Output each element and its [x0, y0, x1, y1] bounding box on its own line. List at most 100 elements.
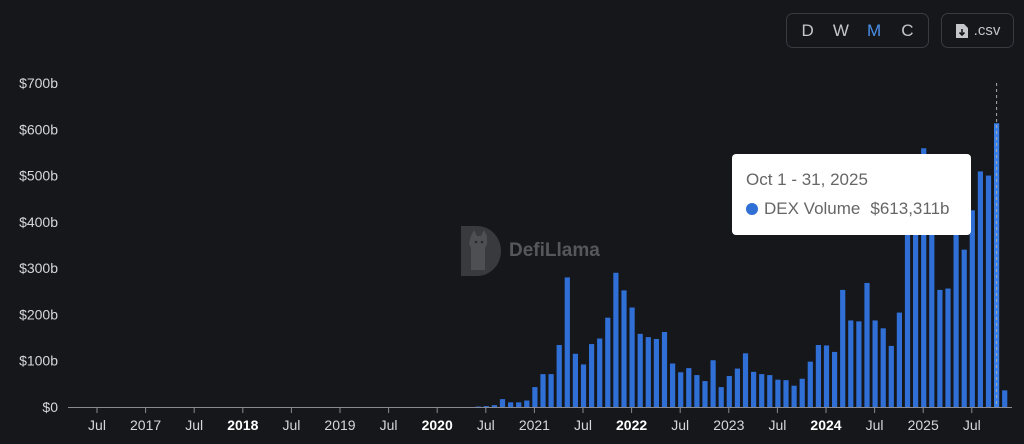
bar-2020-08[interactable]: [491, 405, 497, 407]
bar-2021-02[interactable]: [540, 374, 546, 407]
x-tick-label: 2025: [908, 417, 939, 433]
bar-2021-01[interactable]: [532, 387, 538, 407]
bar-2021-03[interactable]: [548, 374, 554, 407]
bar-2025-04[interactable]: [945, 288, 951, 407]
bar-2023-06[interactable]: [767, 375, 773, 407]
bar-2023-02[interactable]: [734, 368, 740, 407]
x-tick-label: Jul: [574, 417, 592, 433]
file-download-icon: [955, 23, 968, 38]
bar-2021-10[interactable]: [605, 317, 611, 407]
x-tick-label: 2023: [713, 417, 744, 433]
x-tick-label: Jul: [671, 417, 689, 433]
bar-2022-09[interactable]: [694, 375, 700, 407]
x-tick-label: Jul: [963, 417, 981, 433]
x-tick-label: Jul: [282, 417, 300, 433]
granularity-toggle: D W M C: [786, 13, 929, 48]
bar-2022-11[interactable]: [710, 360, 716, 407]
bar-2025-05[interactable]: [953, 226, 959, 407]
bar-2025-11[interactable]: [1002, 390, 1008, 407]
y-axis: $0 $100b $200b $300b $400b $500b $600b $700b: [19, 75, 58, 415]
bar-2025-09[interactable]: [985, 175, 992, 407]
bar-2023-09[interactable]: [791, 385, 797, 407]
bar-2025-08[interactable]: [977, 171, 983, 407]
bar-2022-10[interactable]: [702, 381, 708, 407]
bar-2025-03[interactable]: [937, 289, 943, 407]
bar-2020-06[interactable]: [475, 406, 481, 408]
y-tick-label: $500b: [19, 168, 58, 184]
bar-2024-12[interactable]: [913, 212, 919, 407]
bar-2020-09[interactable]: [499, 399, 506, 407]
x-tick-label: 2021: [519, 417, 550, 433]
x-tick-label: 2024: [810, 417, 841, 433]
bar-2021-08[interactable]: [589, 344, 595, 407]
x-tick-label: Jul: [380, 417, 398, 433]
bar-2024-11[interactable]: [904, 231, 911, 407]
bar-2020-12[interactable]: [524, 400, 530, 407]
bar-2024-03[interactable]: [840, 289, 846, 407]
bar-2021-04[interactable]: [556, 344, 562, 407]
bar-2022-08[interactable]: [686, 368, 692, 407]
bar-2021-05[interactable]: [564, 277, 570, 407]
bar-2024-08[interactable]: [880, 328, 886, 407]
x-tick-label: Jul: [768, 417, 786, 433]
granularity-daily-button[interactable]: D: [801, 20, 814, 40]
bar-2023-01[interactable]: [726, 375, 732, 407]
bar-2023-05[interactable]: [759, 374, 765, 407]
bar-2024-04[interactable]: [848, 320, 854, 407]
granularity-weekly-button[interactable]: W: [832, 20, 849, 40]
y-tick-label: $100b: [19, 353, 58, 369]
defillama-logo-icon: [461, 226, 501, 276]
y-tick-label: $700b: [19, 75, 58, 91]
series-color-dot: [746, 203, 758, 215]
bar-2023-12[interactable]: [815, 344, 821, 407]
watermark-text: DefiLlama: [509, 240, 600, 261]
x-tick-label: 2018: [227, 417, 258, 433]
bar-2023-03[interactable]: [742, 353, 749, 407]
bar-2022-12[interactable]: [718, 387, 724, 407]
bar-2025-06[interactable]: [961, 249, 967, 407]
bar-2025-07[interactable]: [969, 210, 975, 407]
y-tick-label: $400b: [19, 214, 58, 230]
bar-2022-07[interactable]: [678, 372, 684, 407]
bar-2022-02[interactable]: [637, 333, 643, 407]
bar-2024-06[interactable]: [864, 282, 870, 407]
bar-2020-10[interactable]: [508, 402, 514, 407]
bar-2023-04[interactable]: [751, 371, 757, 407]
bar-2023-11[interactable]: [807, 361, 813, 407]
bar-2022-03[interactable]: [645, 337, 651, 407]
bar-2021-07[interactable]: [580, 364, 587, 407]
download-csv-button[interactable]: .csv: [941, 13, 1014, 48]
bar-2023-08[interactable]: [783, 380, 789, 407]
bar-2021-11[interactable]: [613, 272, 619, 407]
granularity-monthly-button[interactable]: M: [867, 20, 882, 40]
x-tick-label: Jul: [866, 417, 884, 433]
bar-2024-09[interactable]: [888, 345, 894, 407]
watermark: DefiLlama: [459, 226, 600, 276]
y-tick-label: $200b: [19, 306, 58, 322]
y-tick-label: $600b: [19, 121, 58, 137]
x-tick-label: 2020: [422, 417, 453, 433]
x-tick-label: Jul: [477, 417, 495, 433]
bar-2021-09[interactable]: [597, 338, 603, 407]
bar-2025-01[interactable]: [921, 148, 927, 407]
bar-2024-10[interactable]: [896, 312, 902, 407]
bar-2024-07[interactable]: [872, 320, 878, 407]
bar-2021-12[interactable]: [621, 290, 627, 407]
bar-2024-01[interactable]: [823, 345, 830, 407]
bar-2023-10[interactable]: [799, 378, 805, 407]
granularity-cumulative-button[interactable]: C: [901, 20, 914, 40]
bar-2024-05[interactable]: [856, 321, 862, 407]
bar-2023-07[interactable]: [775, 379, 781, 407]
bar-2022-01[interactable]: [629, 307, 635, 407]
bar-2022-04[interactable]: [653, 338, 659, 407]
bar-2022-06[interactable]: [670, 363, 676, 407]
bar-2025-02[interactable]: [929, 221, 935, 407]
bar-2021-06[interactable]: [572, 353, 578, 407]
bar-2022-05[interactable]: [661, 332, 668, 407]
bar-2020-07[interactable]: [483, 406, 489, 407]
x-tick-label: 2017: [130, 417, 161, 433]
x-axis: Jul 2017 Jul 2018 Jul 2019 Jul 2020 Jul 2021 Jul 20…: [68, 407, 1012, 433]
bar-2024-02[interactable]: [832, 351, 838, 407]
bar-2020-11[interactable]: [516, 402, 522, 407]
tooltip-series-name: DEX Volume: [764, 199, 861, 218]
